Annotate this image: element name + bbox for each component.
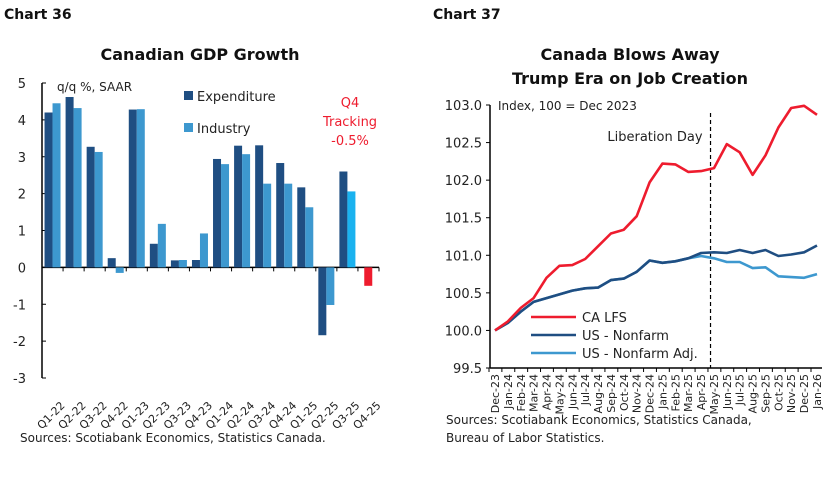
y-tick-label: -1 — [13, 298, 26, 313]
legend-swatch-industry — [184, 123, 193, 132]
x-tick-label: Feb-25 — [669, 374, 682, 411]
y-tick-label: 0 — [18, 261, 26, 276]
x-tick-label: Mar-24 — [528, 374, 541, 412]
x-tick-label: Feb-24 — [515, 374, 528, 411]
bar-industry-Q1-23 — [136, 109, 145, 268]
bar-industry-Q3-25 — [347, 191, 356, 268]
tracking-annotation: Tracking — [322, 115, 377, 130]
x-tick-label: Apr-25 — [695, 374, 708, 410]
y-tick-label: 103.0 — [445, 99, 482, 114]
x-tick-label: Sep-24 — [605, 374, 618, 413]
chart37-source-line1: Sources: Scotiabank Economics, Statistic… — [446, 413, 752, 427]
bar-expenditure-Q1-22 — [44, 112, 53, 268]
y-tick-label: 3 — [18, 151, 26, 166]
bar-industry-Q1-25 — [305, 207, 314, 268]
legend-label: US - Nonfarm Adj. — [582, 347, 698, 362]
bar-expenditure-Q2-23 — [149, 243, 158, 268]
chart37-title-line2: Trump Era on Job Creation — [512, 69, 748, 88]
legend-label: US - Nonfarm — [582, 329, 669, 344]
bar-industry-Q2-25 — [326, 267, 335, 305]
y-tick-label: 5 — [18, 77, 26, 92]
x-tick-label: Mar-25 — [682, 374, 695, 412]
bar-industry-Q4-24 — [284, 183, 293, 268]
bar-expenditure-Q4-23 — [191, 260, 200, 268]
bar-expenditure-Q2-25 — [318, 267, 327, 336]
legend-label: CA LFS — [582, 311, 627, 326]
bar-industry-Q1-24 — [221, 164, 230, 268]
y-tick-label: 101.5 — [445, 212, 482, 227]
bar-expenditure-Q3-23 — [170, 260, 179, 268]
legend-label-industry: Industry — [197, 122, 251, 137]
x-tick-label: Jan-26 — [811, 374, 824, 410]
bar-industry-Q3-24 — [263, 183, 272, 268]
bar-expenditure-Q4-22 — [107, 258, 116, 268]
y-tick-label: 102.0 — [445, 174, 482, 189]
x-tick-label: Apr-24 — [541, 374, 554, 410]
bar-industry-Q2-23 — [157, 223, 166, 268]
bar-industry-Q3-23 — [178, 260, 187, 268]
y-tick-label: 101.0 — [445, 249, 482, 264]
bar-industry-Q1-22 — [52, 103, 61, 268]
line-us-nonfarm-adj- — [494, 254, 818, 332]
bar-industry-Q4-23 — [199, 233, 208, 268]
y-tick-label: 4 — [18, 114, 26, 129]
line-ca-lfs — [494, 104, 818, 332]
x-tick-label: Dec-23 — [489, 374, 502, 413]
x-tick-label: Oct-24 — [618, 374, 631, 411]
bar-expenditure-Q2-22 — [65, 97, 74, 268]
y-tick-label: 1 — [18, 225, 26, 240]
tracking-annotation: Q4 — [341, 96, 360, 111]
x-tick-label: Aug-25 — [747, 374, 760, 413]
bar-industry-Q2-22 — [73, 108, 82, 268]
x-tick-label: Nov-24 — [631, 374, 644, 413]
legend-label-expenditure: Expenditure — [197, 90, 276, 105]
tracking-annotation: -0.5% — [331, 134, 369, 149]
x-tick-label: Jun-25 — [721, 374, 734, 410]
line-us-nonfarm — [494, 244, 818, 332]
bar-expenditure-Q3-22 — [86, 146, 95, 268]
chart36-source: Sources: Scotiabank Economics, Statistic… — [20, 431, 326, 445]
bar-tracking-Q4-25 — [364, 267, 373, 286]
x-tick-label: May-24 — [553, 374, 566, 415]
x-tick-label: Sep-25 — [759, 374, 772, 413]
bar-expenditure-Q2-24 — [234, 145, 243, 268]
x-tick-label: Jul-24 — [579, 374, 592, 406]
chart36-title: Canadian GDP Growth — [101, 45, 300, 64]
bar-expenditure-Q3-24 — [255, 145, 264, 268]
y-tick-label: -2 — [13, 335, 26, 350]
y-tick-label: 100.5 — [445, 287, 482, 302]
x-tick-label: Jan-25 — [656, 374, 669, 410]
bar-industry-Q3-22 — [94, 151, 103, 268]
x-tick-label: May-25 — [708, 374, 721, 415]
x-tick-label: Jan-24 — [502, 374, 515, 410]
bar-expenditure-Q3-25 — [339, 171, 348, 268]
x-tick-label: Nov-25 — [785, 374, 798, 413]
x-tick-label: Dec-24 — [644, 374, 657, 413]
x-tick-label: Aug-24 — [592, 374, 605, 413]
chart36-label: Chart 36 — [4, 7, 72, 23]
y-tick-label: 102.5 — [445, 137, 482, 152]
y-tick-label: 99.5 — [453, 362, 482, 377]
chart37-source-line2: Bureau of Labor Statistics. — [446, 431, 604, 445]
chart36-unit-label: q/q %, SAAR — [57, 80, 132, 94]
chart37-label: Chart 37 — [433, 7, 501, 23]
x-tick-label: Jul-25 — [734, 374, 747, 406]
chart37-unit-label: Index, 100 = Dec 2023 — [498, 99, 637, 113]
liberation-day-label: Liberation Day — [607, 130, 702, 145]
bar-expenditure-Q4-24 — [276, 163, 285, 268]
bar-expenditure-Q1-25 — [297, 187, 306, 268]
bar-expenditure-Q1-23 — [128, 109, 137, 268]
bar-industry-Q2-24 — [242, 154, 251, 268]
bar-industry-Q4-22 — [115, 267, 124, 273]
x-tick-label: Oct-25 — [772, 374, 785, 411]
legend-swatch-expenditure — [184, 91, 193, 100]
y-tick-label: 100.0 — [445, 324, 482, 339]
chart37-title-line1: Canada Blows Away — [541, 45, 721, 64]
bar-expenditure-Q1-24 — [213, 158, 222, 268]
x-tick-label: Dec-25 — [798, 374, 811, 413]
y-tick-label: 2 — [18, 188, 26, 203]
y-tick-label: -3 — [13, 372, 26, 387]
x-tick-label: Jun-24 — [566, 374, 579, 410]
